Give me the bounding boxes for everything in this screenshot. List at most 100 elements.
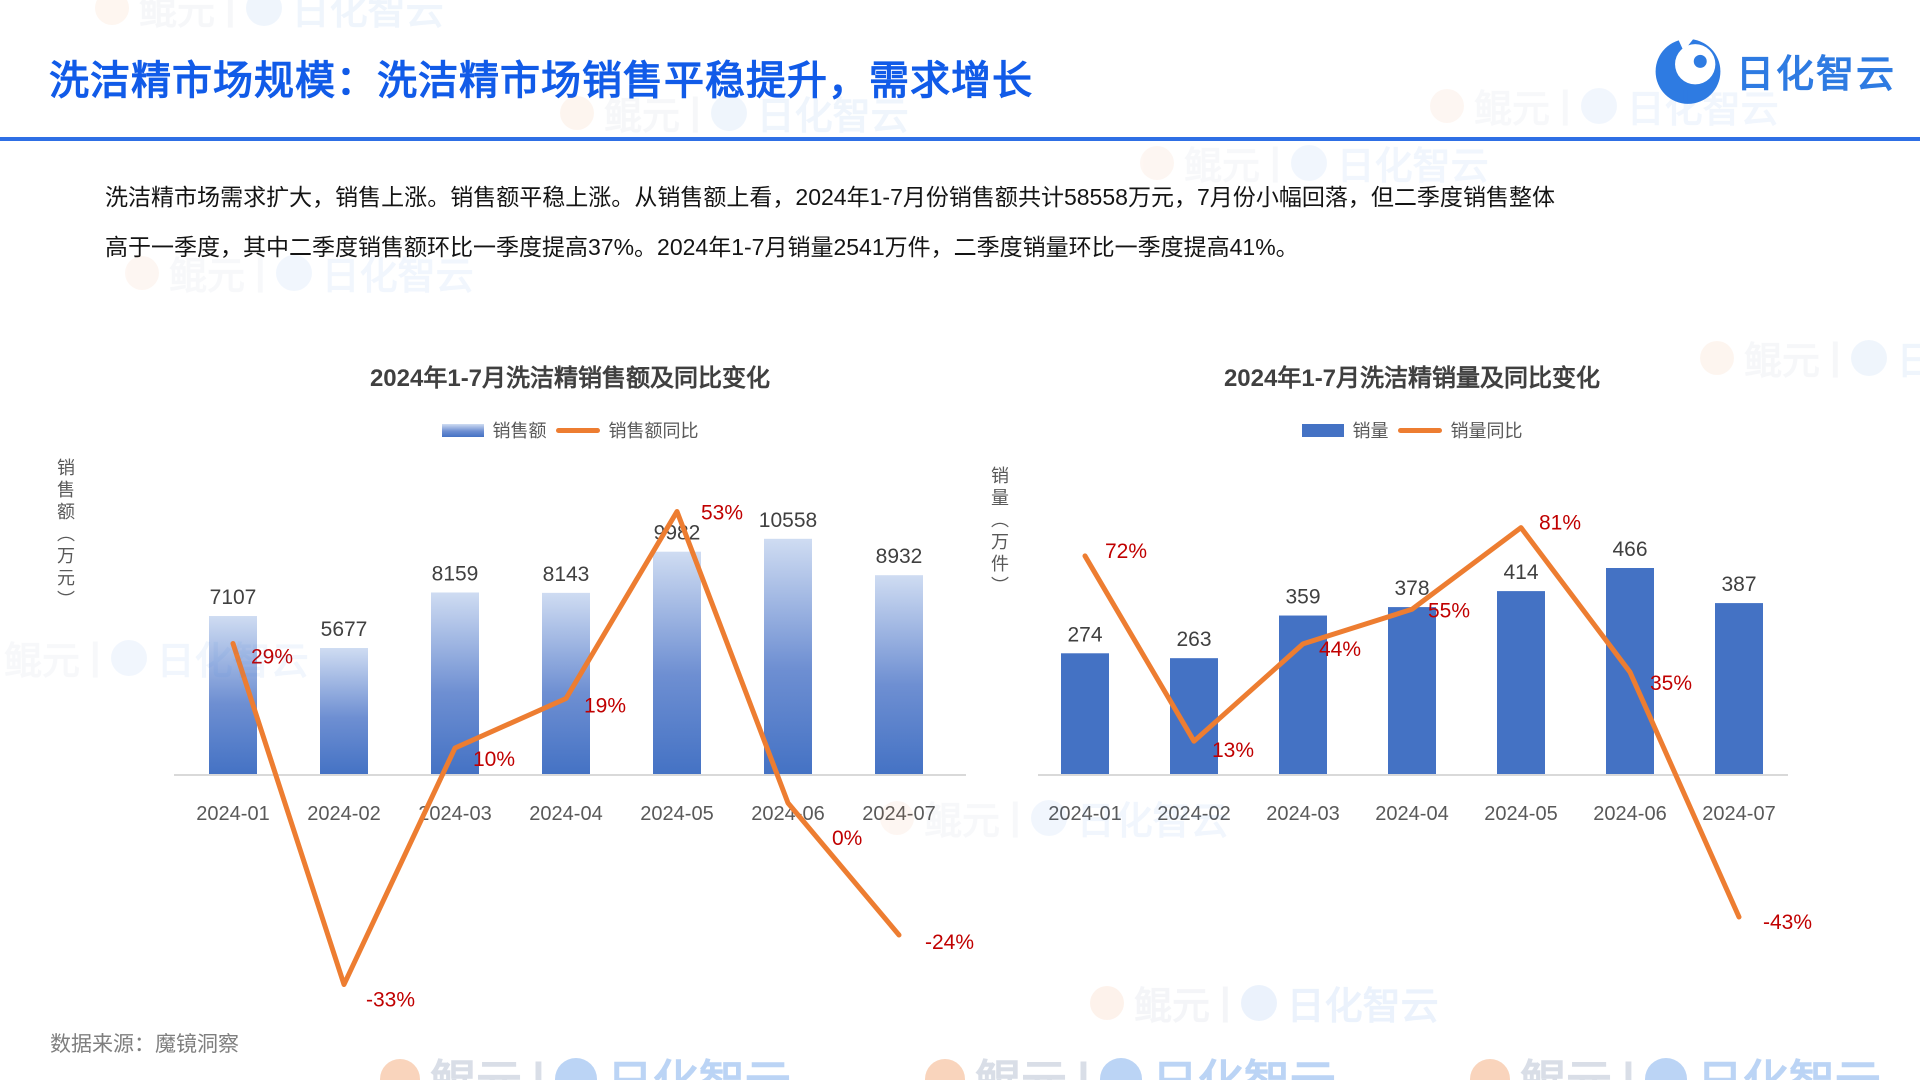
watermark-whale-icon [554,1058,597,1080]
watermark: 鲲元 | 日化智云 [95,0,444,35]
y-axis-label-sales-volume: 销量（万件） [989,466,1009,598]
bar-value-label: 387 [1721,573,1756,596]
bar-2024-04 [1388,607,1436,775]
x-tick-label: 2024-06 [751,803,824,825]
bar-2024-02 [320,648,368,775]
bar-2024-01 [1061,653,1109,775]
legend-bar-swatch [1301,423,1344,437]
legend-bar-label: 销售额 [492,421,547,441]
y-axis-label-sales-amount: 销售额（万元） [55,458,75,612]
yoy-line [230,509,902,987]
yoy-point-label: 19% [584,695,626,718]
bar-2024-05 [1497,591,1545,775]
bar-2024-06 [764,538,812,775]
watermark-divider: | [225,0,236,28]
yoy-point-label: 55% [1428,599,1470,622]
bar-2024-07 [1715,603,1763,775]
x-tick-label: 2024-04 [529,803,602,825]
bar-value-label: 8159 [432,562,479,585]
watermark-brand-right: 日化智云 [1697,1046,1881,1080]
sales-volume-chart-title: 2024年1-7月洗洁精销量及同比变化 [1223,365,1601,392]
watermark: 鲲元 | 日化智云 [1470,1046,1881,1080]
legend-line-swatch [1397,427,1442,433]
bar-2024-03 [431,592,479,775]
x-tick-label: 2024-06 [1593,803,1666,825]
watermark-brand-left: 鲲元 [430,1046,522,1080]
yoy-line [1082,525,1742,920]
x-tick-label: 2024-05 [640,803,713,825]
legend-bar-swatch [441,423,484,437]
watermark-whale-icon [1644,1058,1687,1080]
watermark-divider: | [1622,1053,1635,1080]
bar-2024-07 [875,575,923,775]
watermark-brand-right: 日化智云 [607,1046,791,1080]
watermark-brand-left: 鲲元 [139,0,216,33]
logo-text: 日化智云 [1736,53,1897,96]
watermark-brand-left: 鲲元 [1474,89,1551,131]
bar-value-label: 263 [1176,628,1211,651]
bar-value-label: 359 [1285,586,1320,609]
x-tick-label: 2024-02 [307,803,380,825]
watermark-orange-dot-icon [1470,1059,1510,1080]
yoy-point-label: 0% [832,827,862,850]
yoy-point-label: 35% [1650,672,1692,695]
sales-volume-legend: 销量 销量同比 [952,417,1872,443]
x-tick-label: 2024-03 [418,803,491,825]
sales-volume-plot: 274 263 359 378 414 466 387 2024-01 2024-02 2024-… [1038,512,1812,934]
yoy-point-label: 53% [701,502,743,525]
yoy-point-label: -43% [1763,911,1812,934]
watermark-divider: | [1560,84,1571,126]
bar-value-label: 7107 [210,586,257,609]
yoy-point-label: -24% [925,931,974,954]
page-title: 洗洁精市场规模：洗洁精市场销售平稳提升，需求增长 [49,59,1033,103]
data-source: 数据来源：魔镜洞察 [50,1033,239,1056]
bar-2024-05 [653,551,701,775]
watermark-orange-dot-icon [925,1059,965,1080]
x-tick-label: 2024-07 [1702,803,1775,825]
watermark-brand-right: 日化智云 [291,0,444,33]
bar-value-label: 8932 [876,545,923,568]
sales-amount-chart: 2024年1-7月洗洁精销售额及同比变化 销售额 销售额同比 7107 5677 8… [100,352,1040,1020]
watermark-brand-right: 日化智云 [1896,341,1920,383]
watermark-divider: | [1077,1053,1090,1080]
x-tick-label: 2024-05 [1484,803,1557,825]
legend-line-label: 销售额同比 [608,421,699,441]
x-tick-label: 2024-04 [1375,803,1448,825]
yoy-point-label: 29% [251,646,293,669]
x-tick-label: 2024-03 [1266,803,1339,825]
legend-line-swatch [555,427,600,433]
yoy-point-label: 10% [473,748,515,771]
yoy-point-label: 81% [1539,512,1581,535]
yoy-point-label: 44% [1319,638,1361,661]
legend-line-label: 销量同比 [1450,421,1523,441]
watermark: 鲲元 | 日化智云 [925,1046,1336,1080]
sales-amount-legend: 销售额 销售额同比 [100,417,1040,443]
watermark-brand-left: 鲲元 [975,1046,1067,1080]
legend-bar-label: 销量 [1352,421,1389,441]
bar-value-label: 414 [1503,561,1538,584]
bar-value-label: 5677 [321,618,368,641]
watermark-brand-left: 鲲元 [4,641,81,683]
watermark-whale-icon [245,0,282,26]
watermark-whale-icon [1099,1058,1142,1080]
logo: 日化智云 [1652,34,1896,106]
yoy-point-label: 72% [1105,540,1147,563]
x-tick-label: 2024-01 [196,803,269,825]
yoy-point-label: -33% [366,989,415,1012]
x-tick-label: 2024-01 [1048,803,1121,825]
bar-value-label: 8143 [543,563,590,586]
watermark-whale-icon [1580,87,1617,124]
bar-2024-04 [542,592,590,775]
watermark-brand-right: 日化智云 [1152,1046,1336,1080]
header-divider [0,137,1920,141]
watermark-orange-dot-icon [1430,88,1464,123]
watermark-orange-dot-icon [380,1059,420,1080]
watermark: 鲲元 | 日化智云 [380,1046,791,1080]
sales-amount-chart-title: 2024年1-7月洗洁精销售额及同比变化 [369,365,771,392]
bar-value-label: 378 [1394,577,1429,600]
x-tick-label: 2024-02 [1157,803,1230,825]
bar-value-label: 10558 [759,509,817,532]
whale-logo-icon [1655,35,1721,104]
watermark-divider: | [532,1053,545,1080]
